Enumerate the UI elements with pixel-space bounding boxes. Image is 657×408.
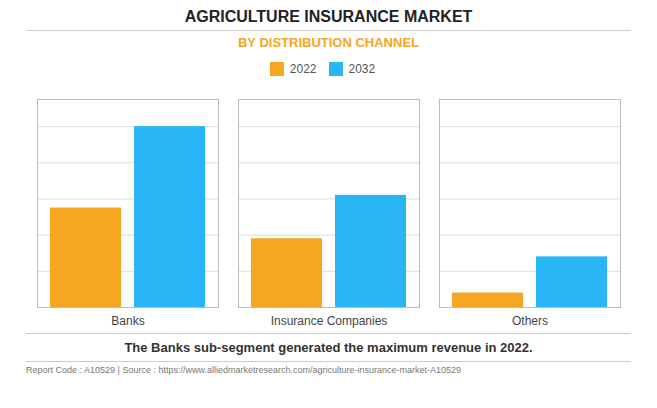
- html-text:2022: 2022: [289, 61, 317, 76]
- html-text:BY DISTRIBUTION CHANNEL: BY DISTRIBUTION CHANNEL: [238, 35, 419, 50]
- svg-text:Insurance Companies: Insurance Companies: [271, 314, 388, 328]
- html-text:AGRICULTURE INSURANCE MARKET: AGRICULTURE INSURANCE MARKET: [184, 8, 473, 25]
- html-text:The Banks sub-segment generate: The Banks sub-segment generated the maxi…: [124, 340, 533, 355]
- html-text:2032: 2032: [348, 61, 376, 76]
- svg-text:Banks: Banks: [111, 314, 144, 328]
- html-text:Report Code : A10529 | Source: Report Code : A10529 | Source : https://…: [26, 365, 461, 375]
- svg-text:Others: Others: [512, 314, 548, 328]
